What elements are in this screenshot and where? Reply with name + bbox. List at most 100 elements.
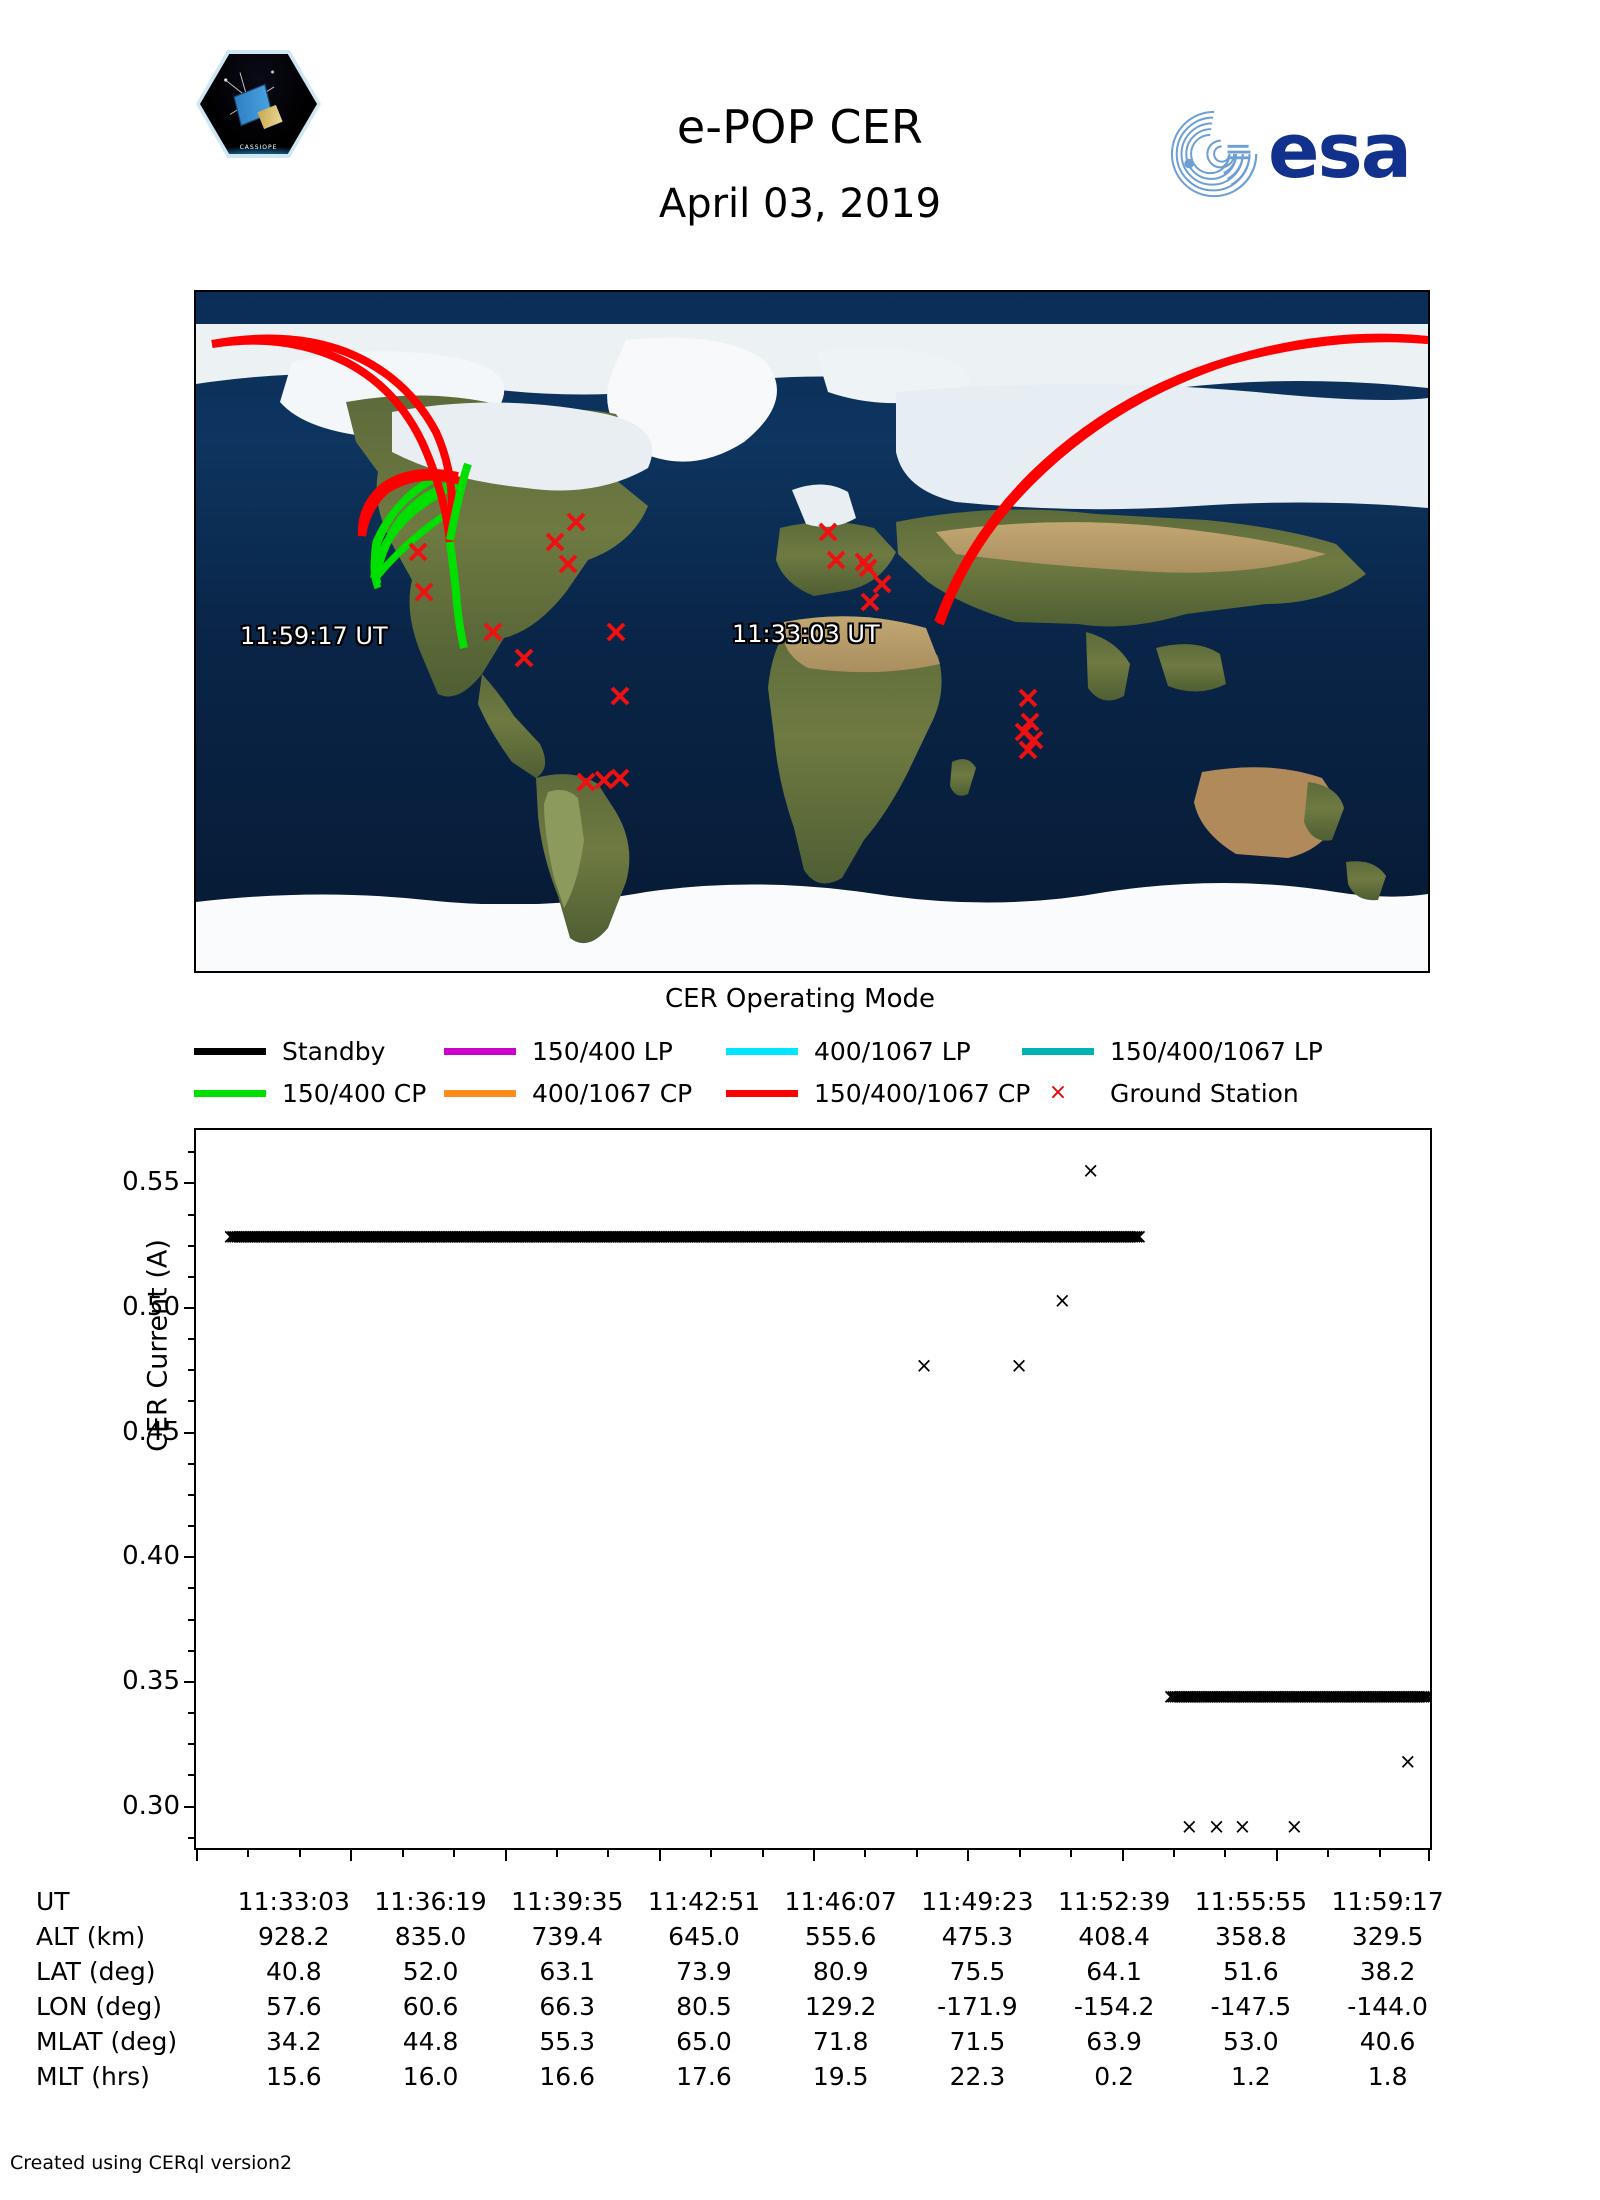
data-point-marker: × (606, 1224, 625, 1249)
data-point-marker: × (1320, 1684, 1339, 1709)
data-point-marker: × (1239, 1684, 1257, 1709)
data-point-marker: × (300, 1224, 319, 1249)
table-cell: -144.0 (1347, 1992, 1428, 2021)
table-cell: 60.6 (402, 1992, 459, 2021)
table-cell: 17.6 (676, 2062, 732, 2091)
data-point-marker: × (1225, 1684, 1244, 1709)
table-row: MLT (hrs) 15.6 16.0 16.6 17.6 19.5 22.3 0.2 1.2 1… (36, 2059, 1456, 2094)
y-axis-minor-tick (188, 1618, 195, 1621)
data-point-marker: × (982, 1224, 1001, 1249)
data-point-marker: × (1230, 1684, 1248, 1709)
data-point-marker: × (430, 1224, 449, 1249)
data-point-marker: × (855, 1224, 873, 1249)
table-cell: 329.5 (1351, 1922, 1424, 1951)
x-axis-tick (196, 1850, 198, 1861)
legend-swatch-150-400-1067-cp (726, 1089, 798, 1097)
data-point-marker: × (1007, 1224, 1025, 1249)
title-block: e-POP CER April 03, 2019 (0, 0, 1600, 224)
data-point-marker: × (758, 1224, 777, 1249)
data-point-marker: × (958, 1224, 977, 1249)
data-point-marker: × (1368, 1684, 1387, 1709)
data-point-marker: × (419, 1224, 438, 1249)
esa-swirl-icon (1170, 110, 1258, 198)
data-point-marker: × (967, 1224, 986, 1249)
y-axis-minor-tick (188, 1213, 195, 1216)
data-point-marker: × (1294, 1684, 1312, 1709)
data-point-marker: × (938, 1224, 957, 1249)
table-cell: 645.0 (668, 1922, 740, 1951)
legend-item-150-400-1067-cp[interactable]: 150/400/1067 CP (726, 1079, 1030, 1108)
data-point-marker: × (1201, 1684, 1220, 1709)
data-point-marker: × (399, 1224, 418, 1249)
data-point-marker: × (866, 1224, 884, 1249)
data-point-marker: × (1322, 1684, 1341, 1709)
data-point-marker: × (1197, 1684, 1215, 1709)
data-point-marker: × (824, 1224, 843, 1249)
data-point-marker: × (397, 1224, 416, 1249)
data-point-marker: × (1349, 1684, 1367, 1709)
legend-item-150-400-cp[interactable]: 150/400 CP (194, 1079, 444, 1108)
data-point-marker: × (498, 1224, 517, 1249)
data-point-marker: × (545, 1224, 563, 1249)
data-point-marker: × (897, 1224, 915, 1249)
data-point-marker: × (1221, 1684, 1240, 1709)
data-point-marker: × (1289, 1684, 1308, 1709)
data-point-marker: × (529, 1224, 548, 1249)
data-point-marker: × (254, 1224, 273, 1249)
world-map[interactable]: 11:59:17 UT 11:33:03 UT (194, 290, 1430, 973)
data-point-marker: × (1110, 1224, 1129, 1249)
legend-item-ground-station[interactable]: × Ground Station (1022, 1079, 1299, 1108)
data-point-marker: × (1188, 1684, 1207, 1709)
x-axis-tick (1121, 1850, 1124, 1861)
data-point-marker: × (564, 1224, 583, 1249)
data-point-marker: × (593, 1224, 612, 1249)
legend-item-400-1067-cp[interactable]: 400/1067 CP (444, 1079, 726, 1108)
data-point-marker: × (1386, 1684, 1405, 1709)
data-point-marker: × (1128, 1224, 1146, 1249)
table-row-label: LON (deg) (36, 1992, 162, 2021)
data-point-marker: × (476, 1224, 495, 1249)
data-point-marker: × (1324, 1684, 1343, 1709)
data-point-marker: × (1287, 1684, 1306, 1709)
data-point-marker: × (1272, 1684, 1290, 1709)
data-point-marker: × (331, 1224, 350, 1249)
data-point-marker: × (595, 1224, 614, 1249)
data-point-marker: × (714, 1224, 733, 1249)
data-point-marker: × (1399, 1684, 1418, 1709)
data-point-marker: × (743, 1224, 761, 1249)
data-point-marker: × (998, 1224, 1016, 1249)
data-point-marker: × (749, 1224, 768, 1249)
data-point-marker: × (721, 1224, 739, 1249)
table-cell: 11:33:03 (237, 1887, 350, 1916)
table-cell: 475.3 (941, 1922, 1014, 1951)
data-point-marker: × (267, 1224, 286, 1249)
data-point-marker: × (468, 1224, 486, 1249)
data-point-marker: × (820, 1224, 838, 1249)
data-point-marker: × (472, 1224, 491, 1249)
legend-item-400-1067-lp[interactable]: 400/1067 LP (726, 1037, 1022, 1066)
data-point-marker: × (320, 1224, 339, 1249)
data-point-marker: × (1377, 1684, 1396, 1709)
data-point-marker: × (336, 1224, 354, 1249)
data-point-marker: × (391, 1224, 409, 1249)
legend-item-150-400-1067-lp[interactable]: 150/400/1067 LP (1022, 1037, 1323, 1066)
data-point-marker: × (503, 1224, 521, 1249)
data-point-marker: × (509, 1224, 528, 1249)
data-point-marker: × (450, 1224, 469, 1249)
cer-current-plot[interactable]: × × × × × × × × × × × × × × × × × × × × × × × × × × × × × × × × × × × × × × × ×… (194, 1128, 1432, 1850)
legend-item-standby[interactable]: Standby (194, 1037, 444, 1066)
data-point-marker: × (1079, 1224, 1098, 1249)
data-point-marker: × (1390, 1684, 1409, 1709)
data-point-marker: × (1329, 1684, 1347, 1709)
data-point-marker: × (1371, 1684, 1389, 1709)
data-point-marker: × (540, 1224, 559, 1249)
data-point-marker: × (1112, 1224, 1131, 1249)
y-axis-minor-tick (188, 1649, 195, 1652)
data-point-marker: × (916, 1224, 935, 1249)
data-point-marker: × (765, 1224, 783, 1249)
legend-item-150-400-lp[interactable]: 150/400 LP (444, 1037, 726, 1066)
data-point-marker: × (1166, 1684, 1185, 1709)
data-point-marker: × (1062, 1224, 1080, 1249)
data-point-marker: × (969, 1224, 988, 1249)
data-point-marker: × (943, 1224, 961, 1249)
